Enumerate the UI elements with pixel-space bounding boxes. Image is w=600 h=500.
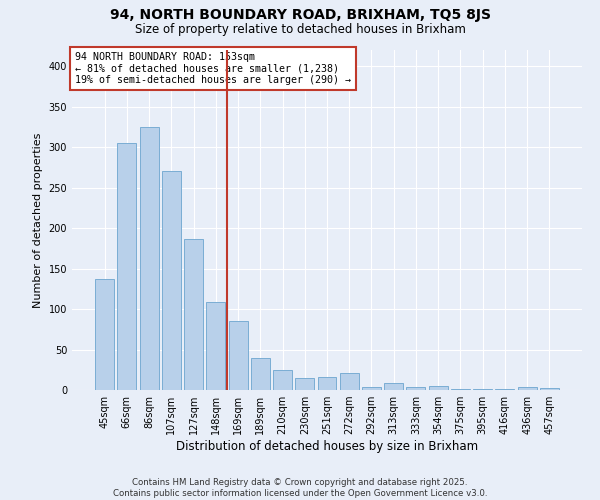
Text: Contains HM Land Registry data © Crown copyright and database right 2025.
Contai: Contains HM Land Registry data © Crown c…: [113, 478, 487, 498]
X-axis label: Distribution of detached houses by size in Brixham: Distribution of detached houses by size …: [176, 440, 478, 453]
Text: Size of property relative to detached houses in Brixham: Size of property relative to detached ho…: [134, 22, 466, 36]
Text: 94 NORTH BOUNDARY ROAD: 153sqm
← 81% of detached houses are smaller (1,238)
19% : 94 NORTH BOUNDARY ROAD: 153sqm ← 81% of …: [74, 52, 350, 85]
Y-axis label: Number of detached properties: Number of detached properties: [33, 132, 43, 308]
Bar: [295, 378, 314, 390]
Bar: [273, 370, 292, 390]
Text: 94, NORTH BOUNDARY ROAD, BRIXHAM, TQ5 8JS: 94, NORTH BOUNDARY ROAD, BRIXHAM, TQ5 8J…: [110, 8, 491, 22]
Bar: [118, 143, 136, 390]
Bar: [206, 302, 225, 390]
Bar: [340, 373, 359, 390]
Bar: [540, 388, 559, 390]
Bar: [140, 127, 158, 390]
Bar: [473, 389, 492, 390]
Bar: [429, 386, 448, 390]
Bar: [95, 279, 114, 390]
Bar: [384, 382, 403, 390]
Bar: [362, 387, 381, 390]
Bar: [496, 389, 514, 390]
Bar: [518, 387, 536, 390]
Bar: [229, 321, 248, 390]
Bar: [317, 377, 337, 390]
Bar: [451, 389, 470, 390]
Bar: [184, 238, 203, 390]
Bar: [406, 387, 425, 390]
Bar: [251, 358, 270, 390]
Bar: [162, 172, 181, 390]
